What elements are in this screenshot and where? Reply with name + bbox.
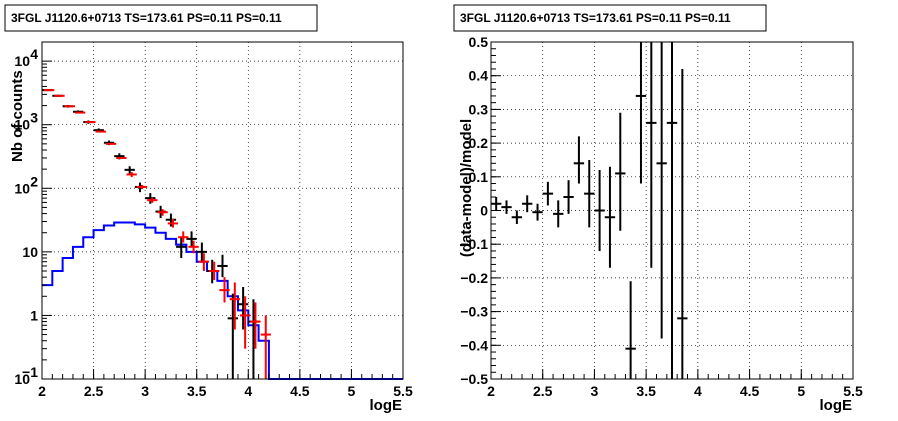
left-x-tick-label: 4: [244, 383, 252, 399]
right-y-tick-label: −0.3: [460, 304, 488, 320]
right-x-tick-label: 3: [591, 383, 599, 399]
left-x-tick-label: 2.5: [84, 383, 104, 399]
left-x-tick-label: 3: [141, 383, 149, 399]
right-axis-ticks: 2 2.5 3 3.5 4 4.5 5 5.5 −0.5 −0.4 −0.3 −0.2 −0.1 0 0.1…: [460, 34, 863, 399]
left-y-tick-exponent: 4: [30, 46, 38, 62]
left-x-tick-label: 5.5: [393, 383, 413, 399]
left-y-tick-exponent: 3: [30, 110, 38, 126]
left-title-box: [4, 4, 318, 32]
right-x-tick-label: 2.5: [533, 383, 553, 399]
right-y-tick-label: 0.1: [469, 169, 489, 185]
left-x-tick-label: 3.5: [187, 383, 207, 399]
left-y-tick-exponent: −1: [22, 364, 38, 380]
right-title: 3FGL J1120.6+0713 TS=173.61 PS=0.11 PS=0…: [460, 11, 731, 25]
left-grid: [42, 42, 403, 379]
right-x-tick-label: 3.5: [636, 383, 656, 399]
right-y-tick-label: 0.4: [469, 68, 489, 84]
right-x-tick-label: 5: [797, 383, 805, 399]
left-y-tick-exponent: 2: [30, 173, 38, 189]
right-x-tick-label: 2: [487, 383, 495, 399]
left-y-tick-label: 10: [14, 53, 30, 69]
left-y-tick-label: 10: [22, 244, 38, 260]
left-title: 3FGL J1120.6+0713 TS=173.61 PS=0.11 PS=0…: [11, 11, 282, 25]
right-x-tick-label: 4: [694, 383, 702, 399]
right-y-tick-label: 0: [480, 203, 488, 219]
model-histogram-line: [42, 221, 403, 380]
right-y-tick-label: −0.5: [460, 371, 488, 387]
right-y-tick-label: 0.2: [469, 135, 489, 151]
right-y-tick-label: −0.2: [460, 270, 488, 286]
left-model-crosses: [44, 89, 271, 379]
right-y-axis-label: (data-model)/model: [458, 119, 475, 257]
left-y-tick-label: 10: [14, 180, 30, 196]
left-y-axis-label: Nb of counts: [9, 70, 26, 162]
left-panel: 3FGL J1120.6+0713 TS=173.61 PS=0.11 PS=0…: [4, 4, 413, 414]
left-y-tick-label: 10: [14, 371, 30, 387]
left-x-tick-label: 5: [348, 383, 356, 399]
left-x-tick-label: 4.5: [290, 383, 310, 399]
right-panel: 3FGL J1120.6+0713 TS=173.61 PS=0.11 PS=0…: [453, 4, 863, 414]
right-y-tick-label: −0.4: [460, 337, 488, 353]
right-residual-points: [491, 42, 688, 379]
left-y-tick-label: 10: [14, 117, 30, 133]
left-y-tick-label: 1: [30, 307, 38, 323]
left-data-points: [42, 89, 259, 379]
right-title-box: [453, 4, 767, 32]
left-plot-frame: [41, 41, 404, 380]
right-y-tick-label: −0.1: [460, 236, 488, 252]
right-y-tick-label: 0.3: [469, 101, 489, 117]
left-model-histogram: [42, 221, 403, 380]
right-x-tick-label: 5.5: [843, 383, 863, 399]
right-x-tick-label: 4.5: [740, 383, 760, 399]
left-x-axis-label: logE: [370, 397, 403, 414]
left-x-tick-label: 2: [38, 383, 46, 399]
right-x-axis-label: logE: [820, 397, 853, 414]
right-y-tick-label: 0.5: [469, 34, 489, 50]
